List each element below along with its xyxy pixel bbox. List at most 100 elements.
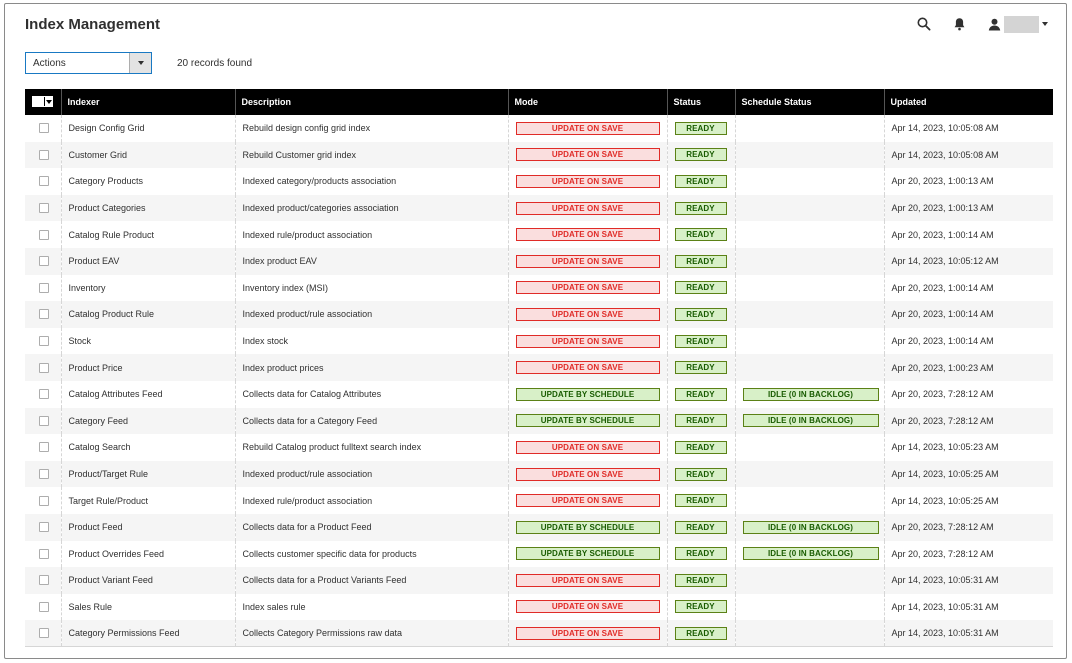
row-checkbox[interactable] [39, 601, 49, 612]
table-row[interactable]: Category Permissions Feed Collects Catego… [25, 620, 1053, 648]
column-header-updated[interactable]: Updated [884, 89, 1053, 115]
row-checkbox[interactable] [39, 522, 49, 533]
mode-badge: UPDATE ON SAVE [515, 440, 660, 454]
table-row[interactable]: Catalog Search Rebuild Catalog product fu… [25, 434, 1053, 461]
table-row[interactable]: Category Products Indexed category/produc… [25, 168, 1053, 195]
updated-timestamp: Apr 20, 2023, 1:00:14 AM [883, 274, 1053, 302]
indexer-description: Indexed category/products association [234, 168, 508, 195]
status-badge: READY [674, 334, 727, 348]
row-checkbox[interactable] [39, 149, 49, 160]
status-badge: READY [674, 174, 727, 188]
row-checkbox[interactable] [39, 495, 49, 506]
indexer-description: Collects customer specific data for prod… [234, 540, 508, 568]
row-checkbox[interactable] [39, 362, 49, 373]
updated-timestamp: Apr 14, 2023, 10:05:08 AM [883, 141, 1053, 169]
account-menu[interactable] [987, 14, 1048, 34]
status-cell: READY [666, 301, 735, 328]
updated-timestamp: Apr 14, 2023, 10:05:25 AM [883, 460, 1053, 488]
table-row[interactable]: Product Overrides Feed Collects customer … [25, 540, 1053, 568]
column-header-mode[interactable]: Mode [508, 89, 668, 115]
updated-timestamp: Apr 14, 2023, 10:05:12 AM [883, 247, 1053, 275]
row-checkbox[interactable] [39, 442, 49, 453]
updated-timestamp: Apr 20, 2023, 7:28:12 AM [883, 513, 1053, 541]
mode-badge: UPDATE BY SCHEDULE [515, 414, 660, 428]
mass-select-dropdown[interactable] [32, 96, 53, 107]
table-row[interactable]: Catalog Rule Product Indexed rule/product… [25, 221, 1053, 248]
schedule-status-cell [734, 434, 884, 461]
updated-timestamp: Apr 14, 2023, 10:05:23 AM [883, 434, 1053, 461]
table-row[interactable]: Target Rule/Product Indexed rule/product … [25, 487, 1053, 514]
row-checkbox[interactable] [39, 123, 49, 134]
mode-cell: UPDATE ON SAVE [507, 327, 667, 355]
table-row[interactable]: Inventory Inventory index (MSI) UPDATE ON … [25, 274, 1053, 302]
row-checkbox[interactable] [39, 575, 49, 586]
table-row[interactable]: Catalog Product Rule Indexed product/rule… [25, 301, 1053, 328]
indexer-description: Collects data for Catalog Attributes [234, 380, 508, 408]
row-checkbox[interactable] [39, 229, 49, 240]
column-header-description[interactable]: Description [235, 89, 509, 115]
row-checkbox[interactable] [39, 203, 49, 214]
table-row[interactable]: Product Categories Indexed product/catego… [25, 194, 1053, 222]
schedule-status-cell [734, 115, 884, 142]
row-checkbox[interactable] [39, 256, 49, 267]
actions-dropdown[interactable]: Actions [25, 52, 152, 74]
header-actions [914, 14, 1048, 34]
mode-cell: UPDATE BY SCHEDULE [507, 407, 667, 435]
column-header-status[interactable]: Status [667, 89, 736, 115]
status-badge: READY [674, 414, 727, 428]
table-row[interactable]: Customer Grid Rebuild Customer grid index… [25, 141, 1053, 169]
indexer-description: Collects Category Permissions raw data [234, 620, 508, 648]
row-checkbox[interactable] [39, 282, 49, 293]
row-select-cell [25, 301, 61, 328]
table-row[interactable]: Product Variant Feed Collects data for a … [25, 567, 1053, 594]
row-checkbox[interactable] [39, 389, 49, 400]
indexer-name: Catalog Rule Product [60, 221, 235, 248]
table-row[interactable]: Category Feed Collects data for a Categor… [25, 407, 1053, 435]
indexer-description: Indexed rule/product association [234, 221, 508, 248]
table-row[interactable]: Product Feed Collects data for a Product … [25, 513, 1053, 541]
table-row[interactable]: Product EAV Index product EAV UPDATE ON SA… [25, 247, 1053, 275]
schedule-status-cell [734, 141, 884, 169]
indexer-name: Category Products [60, 168, 235, 195]
actions-dropdown-toggle[interactable] [129, 53, 151, 73]
mode-cell: UPDATE BY SCHEDULE [507, 380, 667, 408]
schedule-status-cell [734, 327, 884, 355]
table-row[interactable]: Product/Target Rule Indexed product/rule … [25, 460, 1053, 488]
chevron-down-icon [137, 61, 144, 65]
mass-select-header[interactable] [25, 89, 62, 115]
table-row[interactable]: Product Price Index product prices UPDATE … [25, 354, 1053, 381]
schedule-status-cell [734, 487, 884, 514]
row-checkbox[interactable] [39, 628, 49, 639]
row-select-cell [25, 407, 61, 435]
row-select-cell [25, 487, 61, 514]
indexer-description: Rebuild design config grid index [234, 115, 508, 142]
updated-timestamp: Apr 14, 2023, 10:05:08 AM [883, 115, 1053, 142]
row-select-cell [25, 434, 61, 461]
indexer-name: Product Variant Feed [60, 567, 235, 594]
row-checkbox[interactable] [39, 176, 49, 187]
row-select-cell [25, 168, 61, 195]
updated-timestamp: Apr 20, 2023, 1:00:14 AM [883, 301, 1053, 328]
status-cell: READY [666, 194, 735, 222]
table-row[interactable]: Design Config Grid Rebuild design config … [25, 115, 1053, 142]
schedule-status-cell [734, 593, 884, 621]
row-checkbox[interactable] [39, 336, 49, 347]
bell-icon[interactable] [949, 14, 969, 34]
row-checkbox[interactable] [39, 469, 49, 480]
row-checkbox[interactable] [39, 415, 49, 426]
status-cell: READY [666, 141, 735, 169]
column-header-indexer[interactable]: Indexer [61, 89, 236, 115]
table-row[interactable]: Catalog Attributes Feed Collects data for… [25, 380, 1053, 408]
table-row[interactable]: Stock Index stock UPDATE ON SAVE READY Apr 2… [25, 327, 1053, 355]
column-header-schedule-status[interactable]: Schedule Status [735, 89, 885, 115]
mode-badge: UPDATE ON SAVE [515, 361, 660, 375]
table-row[interactable]: Sales Rule Index sales rule UPDATE ON SAVE… [25, 593, 1053, 621]
grid-body: Design Config Grid Rebuild design config … [25, 115, 1053, 648]
mode-badge: UPDATE BY SCHEDULE [515, 547, 660, 561]
mode-cell: UPDATE ON SAVE [507, 593, 667, 621]
row-checkbox[interactable] [39, 309, 49, 320]
row-checkbox[interactable] [39, 548, 49, 559]
search-icon[interactable] [914, 14, 934, 34]
status-badge: READY [674, 467, 727, 481]
grid-header-row: Indexer Description Mode Status Schedule… [25, 89, 1053, 115]
